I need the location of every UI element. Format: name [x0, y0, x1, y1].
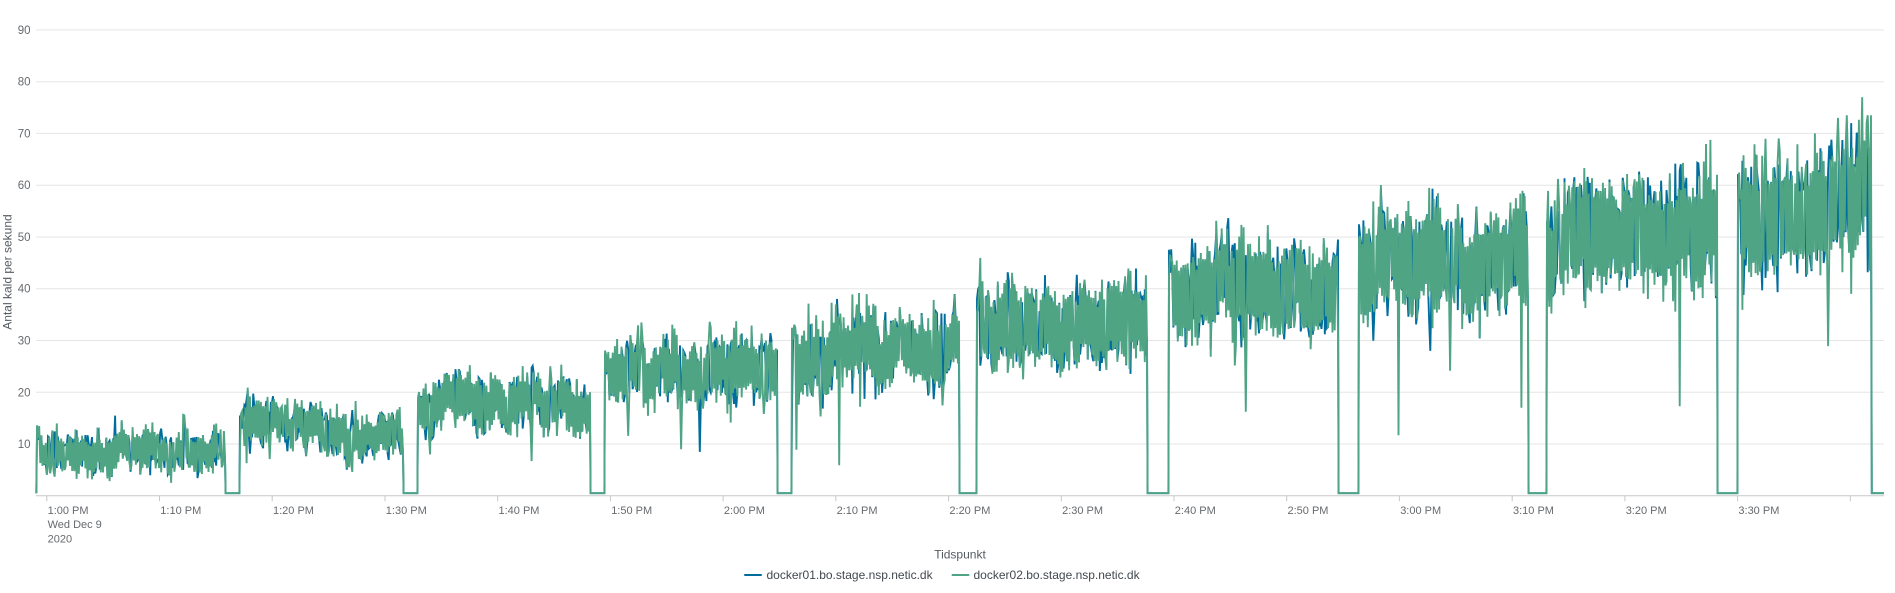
svg-text:1:30 PM: 1:30 PM — [386, 505, 427, 517]
svg-text:Tidspunkt: Tidspunkt — [934, 548, 986, 562]
svg-text:2:50 PM: 2:50 PM — [1288, 505, 1329, 517]
svg-text:80: 80 — [18, 77, 31, 89]
svg-text:1:20 PM: 1:20 PM — [273, 505, 314, 517]
svg-text:Wed Dec 9: Wed Dec 9 — [48, 519, 102, 531]
svg-text:10: 10 — [18, 439, 31, 451]
svg-text:70: 70 — [18, 128, 31, 140]
svg-text:docker02.bo.stage.nsp.netic.dk: docker02.bo.stage.nsp.netic.dk — [974, 568, 1141, 582]
svg-text:2:10 PM: 2:10 PM — [837, 505, 878, 517]
svg-text:2:30 PM: 2:30 PM — [1062, 505, 1103, 517]
svg-text:3:00 PM: 3:00 PM — [1400, 505, 1441, 517]
svg-text:1:40 PM: 1:40 PM — [499, 505, 540, 517]
svg-text:2:20 PM: 2:20 PM — [949, 505, 990, 517]
svg-text:50: 50 — [18, 232, 31, 244]
svg-text:Antal kald per sekund: Antal kald per sekund — [1, 214, 15, 329]
svg-text:2020: 2020 — [48, 533, 72, 545]
svg-text:1:50 PM: 1:50 PM — [611, 505, 652, 517]
svg-text:3:10 PM: 3:10 PM — [1513, 505, 1554, 517]
svg-text:40: 40 — [18, 284, 31, 296]
svg-text:60: 60 — [18, 180, 31, 192]
svg-text:2:00 PM: 2:00 PM — [724, 505, 765, 517]
svg-text:docker01.bo.stage.nsp.netic.dk: docker01.bo.stage.nsp.netic.dk — [767, 568, 934, 582]
svg-text:3:30 PM: 3:30 PM — [1738, 505, 1779, 517]
svg-text:1:10 PM: 1:10 PM — [160, 505, 201, 517]
svg-text:3:20 PM: 3:20 PM — [1626, 505, 1667, 517]
svg-text:2:40 PM: 2:40 PM — [1175, 505, 1216, 517]
svg-text:20: 20 — [18, 387, 31, 399]
svg-text:90: 90 — [18, 25, 31, 37]
svg-text:1:00 PM: 1:00 PM — [48, 505, 89, 517]
svg-text:30: 30 — [18, 336, 31, 348]
